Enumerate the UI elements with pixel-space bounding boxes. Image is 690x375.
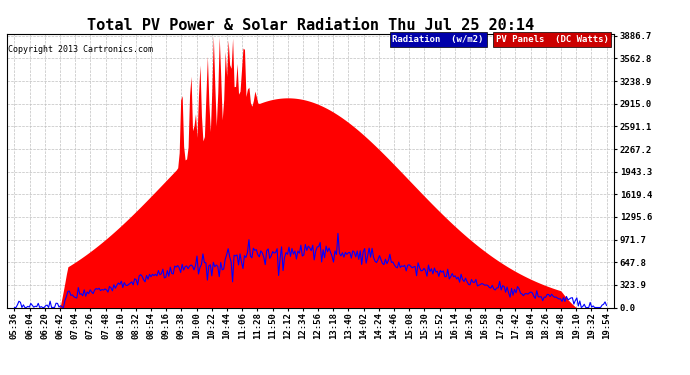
Text: PV Panels  (DC Watts): PV Panels (DC Watts) (495, 35, 609, 44)
Text: Radiation  (w/m2): Radiation (w/m2) (393, 35, 484, 44)
Title: Total PV Power & Solar Radiation Thu Jul 25 20:14: Total PV Power & Solar Radiation Thu Jul… (87, 18, 534, 33)
Text: Copyright 2013 Cartronics.com: Copyright 2013 Cartronics.com (8, 45, 153, 54)
